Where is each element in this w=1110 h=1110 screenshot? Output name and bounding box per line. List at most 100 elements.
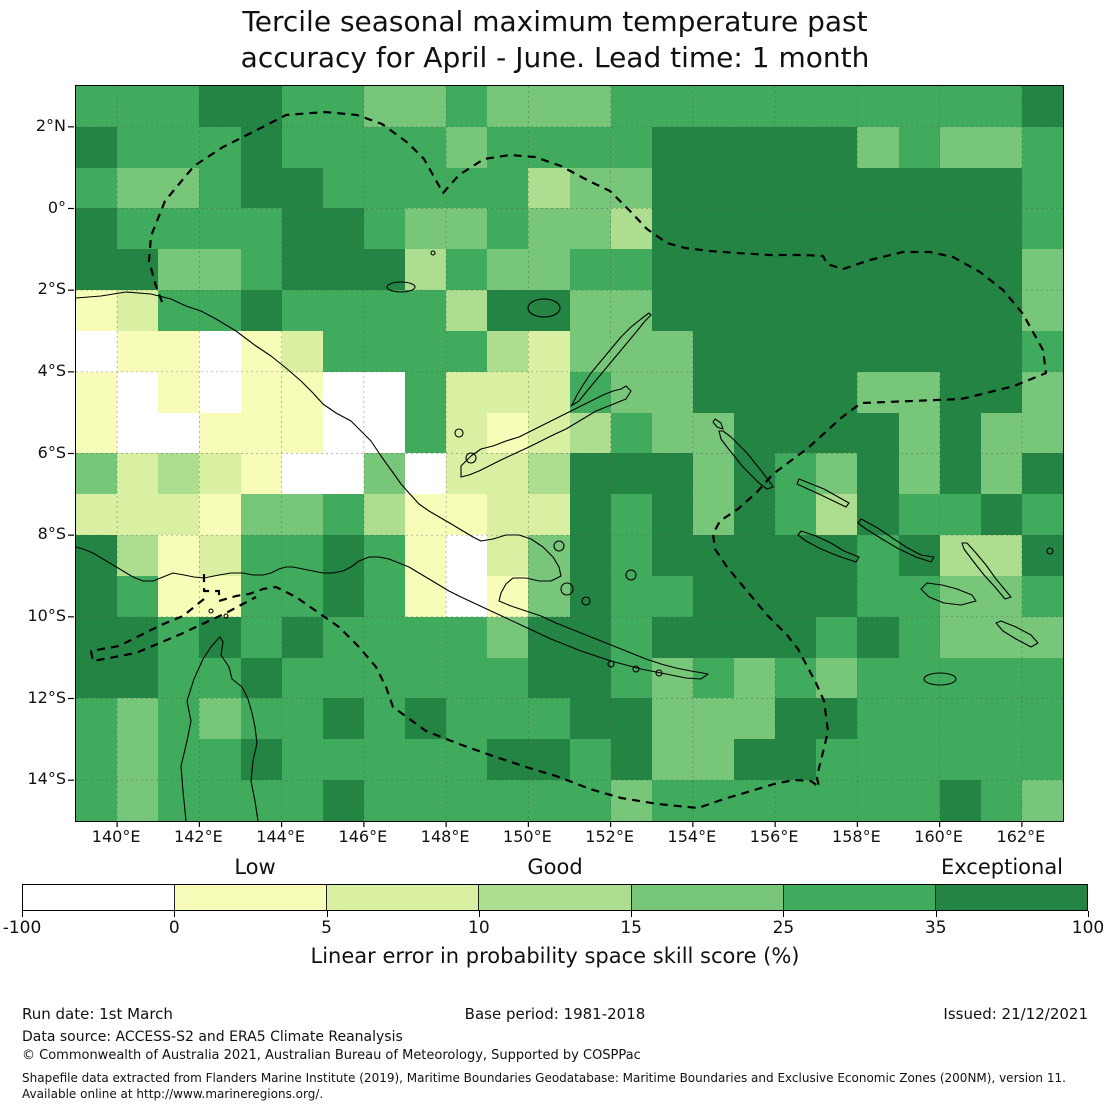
grid-cell [816,208,858,250]
grid-cell [487,412,529,454]
grid-cell [610,371,652,413]
grid-cell [1021,330,1063,372]
grid-cell [76,616,118,658]
grid-cell [487,126,529,168]
grid-cell [734,86,776,127]
grid-cell [487,780,529,821]
grid-cell [405,208,447,250]
colorbar-segment [478,885,631,910]
grid-cell [117,494,159,536]
grid-cell [158,86,200,127]
grid-cell [487,330,529,372]
grid-cell [692,575,734,617]
grid-cell [322,453,364,495]
grid-cell [857,126,899,168]
coastline-new-guinea [75,291,709,680]
grid-cell [199,412,241,454]
page-title: Tercile seasonal maximum temperature pas… [0,4,1110,76]
grid-cell [857,535,899,576]
grid-cell [322,535,364,576]
grid-cell [1021,535,1063,576]
grid-cell [857,167,899,209]
grid-cell [692,780,734,821]
grid-cell [281,290,323,331]
grid-cell [569,535,611,576]
grid-cell [692,126,734,168]
grid-cell [322,657,364,699]
grid-cell [528,453,570,495]
grid-cell [980,657,1022,699]
grid-cell [816,739,858,781]
colorbar-segment [326,885,479,910]
grid-cell [446,698,488,740]
grid-cell [240,249,282,291]
grid-cell [651,249,693,291]
grid-cell [651,453,693,495]
grid-cell [117,290,159,331]
grid-cell [199,453,241,495]
grid-cell [487,249,529,291]
grid-cell [158,780,200,821]
grid-cell [199,780,241,821]
coastline-umboi [465,452,477,464]
grid-cell [816,290,858,331]
grid-cell [281,208,323,250]
grid-cell [363,208,405,250]
grid-cell [158,739,200,781]
grid-cell [898,208,940,250]
grid-cell [528,86,570,127]
grid-cell [569,208,611,250]
colorbar-tick-mark [1088,911,1089,917]
grid-cell [775,167,817,209]
grid-cell [816,698,858,740]
grid-cell [651,167,693,209]
grid-cell [610,167,652,209]
grid-cell [405,330,447,372]
coastline-louisiade-1 [607,660,615,668]
grid-cell [240,412,282,454]
grid-cell [651,575,693,617]
grid-cell [651,412,693,454]
grid-cell [734,208,776,250]
grid-cell [775,208,817,250]
grid-cell [117,453,159,495]
grid-cell [76,208,118,250]
grid-cell [857,371,899,413]
grid-cell [405,698,447,740]
coastline-santa-cruz [1046,547,1054,555]
legend-label-good: Good [527,855,583,879]
grid-cell [363,249,405,291]
grid-cell [980,698,1022,740]
eez-boundary-png-solomon [147,110,1048,810]
grid-cell [857,780,899,821]
grid-cell [610,126,652,168]
grid-cell [939,657,981,699]
grid-cell [76,780,118,821]
grid-cell [1021,208,1063,250]
grid-cell [363,535,405,576]
grid-cell [76,657,118,699]
grid-cell [610,698,652,740]
grid-cell [775,739,817,781]
grid-cell [446,208,488,250]
grid-cell [487,86,529,127]
grid-cell [980,290,1022,331]
grid-cell [199,249,241,291]
grid-cell [405,575,447,617]
grid-cell [363,616,405,658]
grid-cell [117,698,159,740]
grid-cell [240,535,282,576]
y-axis-label: 14°S [27,769,66,789]
grid-cell [775,698,817,740]
grid-cell [816,780,858,821]
grid-cell [76,371,118,413]
grid-cell [446,371,488,413]
grid-cell [816,371,858,413]
grid-cell [857,208,899,250]
grid-cell [569,290,611,331]
grid-cell [446,290,488,331]
y-axis-label: 2°N [35,115,66,135]
y-axis-label: 10°S [27,605,66,625]
grid-cell [322,249,364,291]
grid-cell [1021,698,1063,740]
